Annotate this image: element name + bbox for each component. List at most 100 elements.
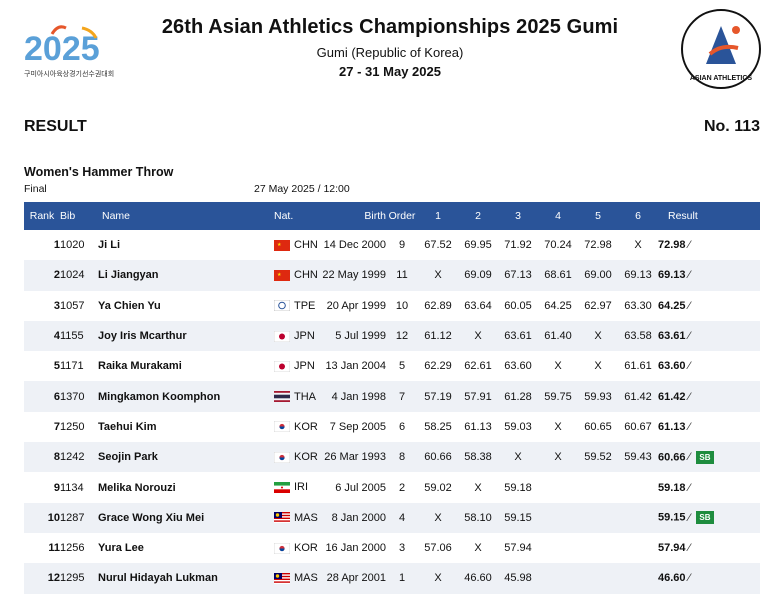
- table-row: 11 1256 Yura Lee KOR 16 Jan 2000 3 57.06 X 57.94…: [24, 533, 760, 563]
- attempt-6-cell: [618, 563, 658, 593]
- attempt-6-cell: 69.13: [624, 269, 652, 282]
- attempt-5-cell: X: [594, 330, 602, 343]
- attempt-3-cell: 45.98: [504, 572, 532, 585]
- table-row: 7 1250 Taehui Kim KOR 7 Sep 2005 6 58.25 61.13 5…: [24, 412, 760, 442]
- chn-flag-icon: ★: [274, 239, 294, 251]
- athlete-name: Li Jiangyan: [98, 269, 159, 282]
- kor-flag-icon: [274, 421, 294, 433]
- championship-dates: 27 - 31 May 2025: [339, 64, 441, 79]
- order-cell: 10: [395, 299, 409, 312]
- nat-cell: ★ CHN: [274, 260, 322, 290]
- attempt-5-cell: [578, 563, 618, 593]
- document-header: 26th Asian Athletics Championships 2025 …: [140, 16, 640, 79]
- rank-cell: 12: [47, 572, 60, 585]
- bib-cell: 1134: [60, 481, 84, 494]
- birth-cell: 16 Jan 2000: [325, 542, 386, 555]
- nat-code: IRI: [294, 481, 309, 494]
- attempt-5-cell: 69.00: [584, 269, 612, 282]
- col-attempt-1: 1: [435, 210, 441, 222]
- attempt-2-cell: 69.95: [464, 239, 492, 252]
- result-value: 64.25: [658, 299, 686, 312]
- col-attempt-5: 5: [595, 210, 601, 222]
- col-birth: Birth: [364, 210, 386, 222]
- result-value: 72.98: [658, 239, 686, 252]
- athlete-name: Raika Murakami: [98, 360, 182, 373]
- attempt-1-cell: X: [434, 511, 442, 524]
- attempt-4-cell: [538, 563, 578, 593]
- attempt-1-cell: 60.66: [424, 451, 452, 464]
- attempt-5-cell: 62.97: [584, 299, 612, 312]
- nat-cell: KOR: [274, 442, 322, 472]
- order-cell: 8: [398, 451, 406, 464]
- table-row: 2 1024 Li Jiangyan ★ CHN 22 May 1999 11 X 69.09 6…: [24, 260, 760, 291]
- attempt-2-cell: 63.64: [464, 299, 492, 312]
- nat-code: MAS: [294, 511, 318, 524]
- nat-code: TPE: [294, 299, 316, 312]
- attempt-3-cell: 71.92: [504, 239, 532, 252]
- attempt-1-cell: 67.52: [424, 239, 452, 252]
- nat-code: JPN: [294, 360, 315, 373]
- result-cell: 63.60 ⁄: [658, 351, 760, 381]
- attempt-3-cell: 67.13: [504, 269, 532, 282]
- bib-cell: 1171: [60, 360, 84, 373]
- result-cell: 59.15 ⁄ SB: [658, 503, 760, 533]
- order-cell: 6: [398, 420, 406, 433]
- attempt-2-cell: 57.91: [464, 390, 492, 403]
- athlete-name: Joy Iris Mcarthur: [98, 330, 187, 343]
- col-rank: Rank: [29, 210, 55, 222]
- nat-code: KOR: [294, 542, 318, 555]
- bib-cell: 1024: [60, 269, 85, 282]
- attempt-6-cell: [618, 533, 658, 563]
- order-cell: 9: [398, 239, 406, 252]
- attempt-4-cell: X: [554, 360, 562, 373]
- birth-cell: 4 Jan 1998: [331, 390, 386, 403]
- checkmark-icon: ⁄: [688, 511, 691, 524]
- attempt-3-cell: 60.05: [504, 299, 532, 312]
- results-table: Rank Bib Name Nat. Birth Order 1 2 3 4 5…: [24, 202, 760, 594]
- bib-cell: 1250: [60, 420, 85, 433]
- logo-year-text: 2025: [24, 30, 100, 68]
- logo-org-text: ASIAN ATHLETICS: [690, 75, 753, 82]
- checkmark-icon: ⁄: [688, 542, 691, 555]
- athlete-name: Taehui Kim: [98, 420, 157, 433]
- chn-flag-icon: ★: [274, 269, 294, 281]
- attempt-2-cell: X: [474, 330, 482, 343]
- attempt-1-cell: 59.02: [424, 481, 452, 494]
- col-result: Result: [668, 210, 698, 222]
- result-value: 61.13: [658, 420, 686, 433]
- order-cell: 11: [396, 269, 408, 282]
- nat-cell: IRI: [274, 472, 322, 502]
- attempt-1-cell: 62.89: [424, 299, 452, 312]
- attempt-2-cell: X: [474, 481, 482, 494]
- athlete-name: Grace Wong Xiu Mei: [98, 511, 205, 524]
- result-value: 63.61: [658, 330, 686, 343]
- nat-code: KOR: [294, 451, 318, 464]
- order-cell: 7: [398, 390, 406, 403]
- attempt-4-cell: [538, 472, 578, 502]
- attempt-4-cell: 64.25: [544, 299, 572, 312]
- result-cell: 60.66 ⁄ SB: [658, 442, 760, 472]
- attempt-4-cell: [538, 533, 578, 563]
- bib-cell: 1155: [60, 330, 84, 343]
- attempt-4-cell: [538, 503, 578, 533]
- result-value: 63.60: [658, 360, 686, 373]
- attempt-3-cell: 57.94: [504, 542, 532, 555]
- attempt-2-cell: 61.13: [464, 420, 492, 433]
- attempt-4-cell: X: [554, 451, 562, 464]
- season-best-badge: SB: [696, 511, 714, 525]
- nat-cell: MAS: [274, 563, 322, 593]
- result-value: 59.18: [658, 481, 686, 494]
- checkmark-icon: ⁄: [688, 390, 691, 403]
- table-row: 8 1242 Seojin Park KOR 26 Mar 1993 8 60.66 58.3…: [24, 442, 760, 473]
- birth-cell: 20 Apr 1999: [326, 299, 386, 312]
- rank-cell: 9: [53, 481, 60, 494]
- attempt-2-cell: 58.38: [464, 451, 492, 464]
- attempt-2-cell: 58.10: [464, 511, 492, 524]
- mas-flag-icon: [274, 572, 294, 584]
- checkmark-icon: ⁄: [688, 330, 691, 343]
- table-row: 10 1287 Grace Wong Xiu Mei MAS 8 Jan 2000 4 X 5…: [24, 502, 760, 533]
- attempt-5-cell: 72.98: [584, 239, 612, 252]
- birth-cell: 14 Dec 2000: [323, 239, 386, 252]
- svg-text:★: ★: [277, 242, 282, 248]
- athlete-name: Yura Lee: [98, 542, 144, 555]
